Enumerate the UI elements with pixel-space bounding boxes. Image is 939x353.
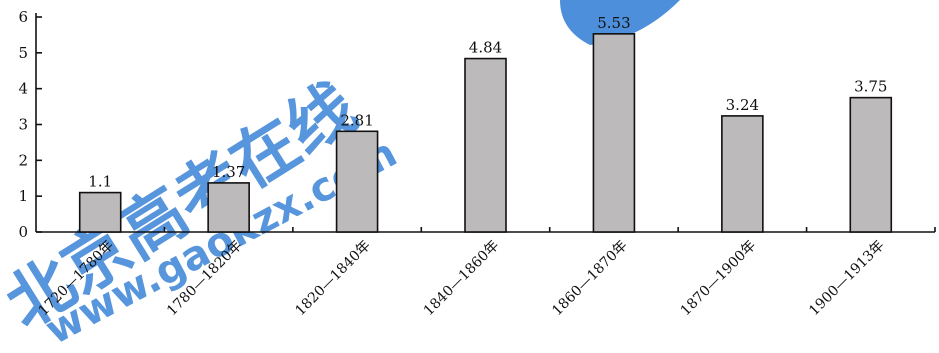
- bars: [78, 33, 893, 233]
- bar-value-label: 1.37: [212, 163, 245, 181]
- y-tick-label: 0: [18, 223, 28, 241]
- y-tick-label: 3: [18, 116, 28, 134]
- y-tick-label: 1: [18, 187, 28, 205]
- bar: [849, 96, 893, 233]
- bar-value-label: 2.81: [340, 111, 373, 129]
- x-category-label: 1900—1913年: [806, 238, 888, 320]
- y-tick-label: 2: [18, 151, 28, 169]
- x-category-label: 1840—1860年: [421, 238, 503, 320]
- bar-value-label: 3.75: [854, 78, 887, 96]
- bar: [207, 182, 250, 233]
- watermark-swoosh: [560, 0, 680, 45]
- bar-value-label: 1.1: [88, 173, 112, 191]
- y-tick-label: 6: [18, 8, 28, 26]
- x-category-label: 1820—1840年: [292, 238, 374, 320]
- bar: [721, 115, 764, 233]
- bar: [464, 57, 507, 233]
- x-category-label: 1860—1870年: [549, 238, 631, 320]
- bar-value-label: 3.24: [726, 96, 759, 114]
- bar: [335, 130, 379, 233]
- x-category-label: 1870—1900年: [678, 238, 760, 320]
- bar-value-label: 5.53: [597, 14, 630, 32]
- y-axis-ticks: 0 1 2 3 4 5 6: [18, 8, 42, 241]
- y-tick-label: 5: [18, 44, 28, 62]
- bar-value-label: 4.84: [469, 39, 502, 57]
- bar: [592, 33, 636, 233]
- data-labels: 1.1 1.37 2.81 4.84 5.53 3.24 3.75: [88, 14, 887, 191]
- bar: [78, 191, 122, 233]
- y-tick-label: 4: [18, 80, 28, 98]
